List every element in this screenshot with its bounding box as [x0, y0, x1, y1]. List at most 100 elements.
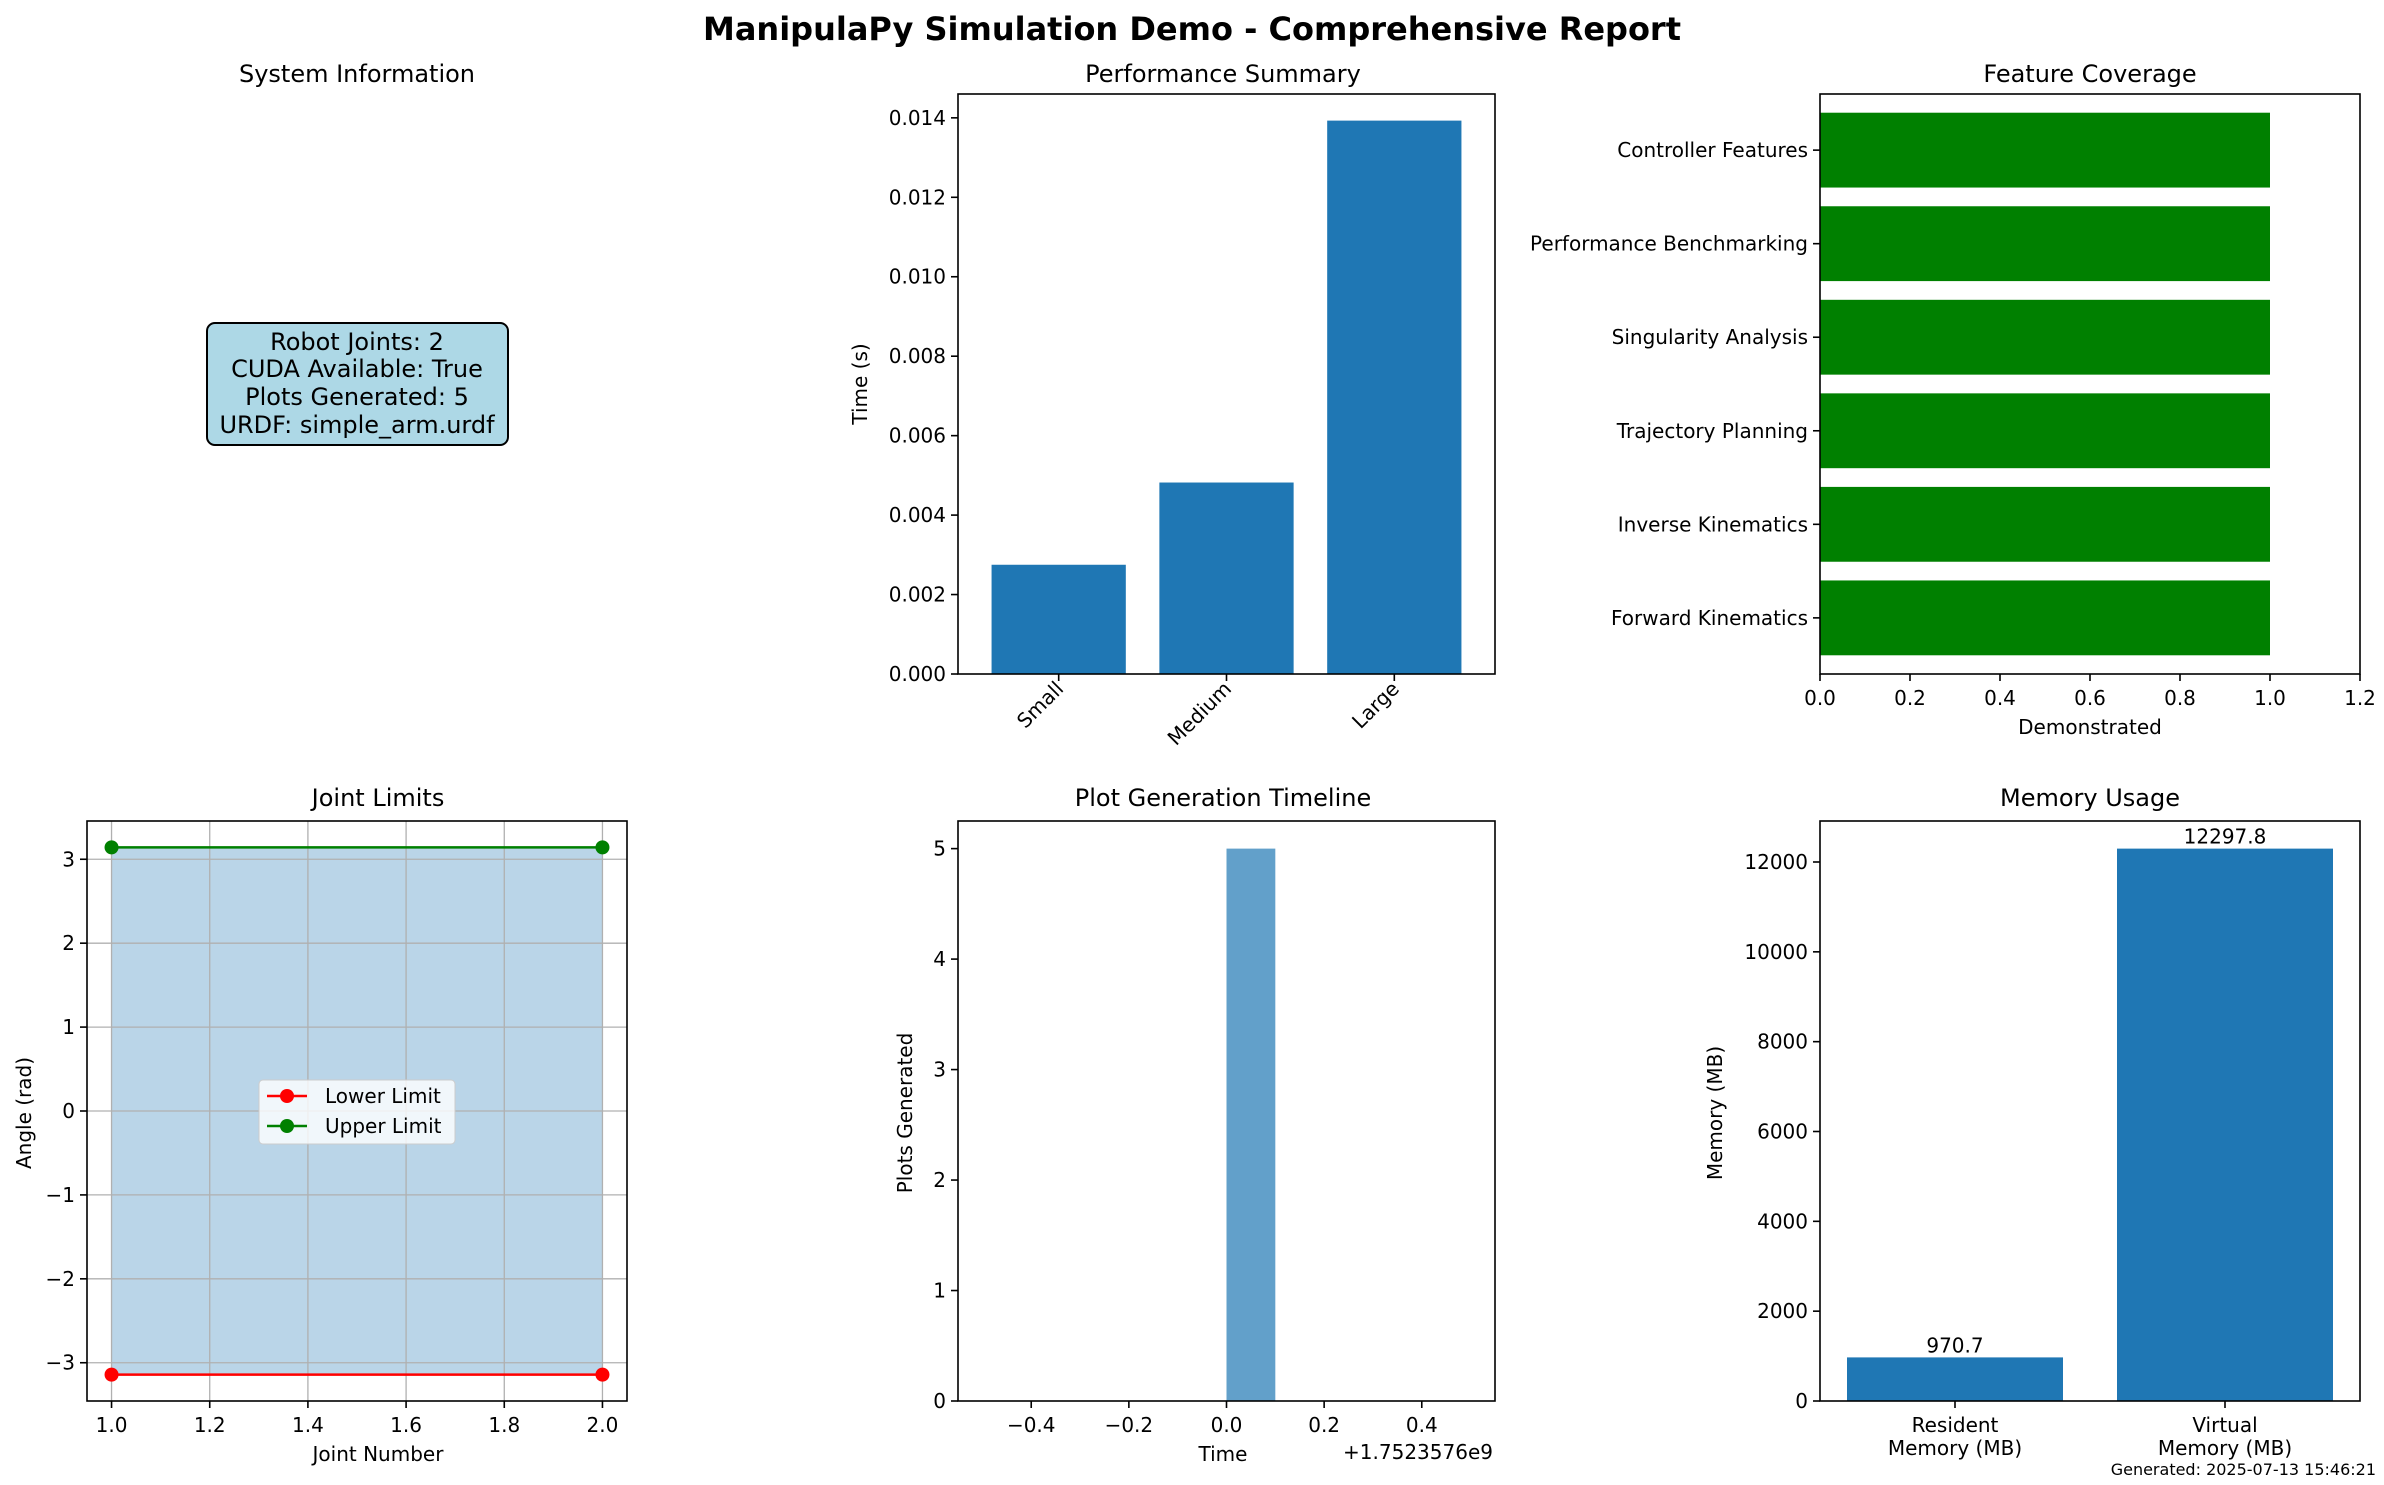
y-tick-label: 0	[62, 1099, 75, 1123]
timeline-x-label: Time	[1198, 1442, 1248, 1466]
point-upper-limit	[104, 840, 119, 855]
y-tick-label: 2	[933, 1168, 946, 1192]
y-tick-label: 0.004	[889, 503, 946, 527]
value-label-virtual: 12297.8	[2184, 825, 2267, 849]
bar-singularity-analysis	[1820, 299, 2270, 375]
point-upper-limit	[595, 840, 610, 855]
bar-inverse-kinematics	[1820, 486, 2270, 562]
y-tick-label: 0.010	[889, 265, 946, 289]
system-info-box	[206, 322, 509, 446]
x-tick-label: 1.0	[2254, 686, 2286, 710]
legend-box	[258, 1079, 456, 1145]
system-info-line-plots: Plots Generated: 5	[245, 383, 469, 411]
y-tick-label: 0.014	[889, 106, 946, 130]
y-tick-label: 0.000	[889, 662, 946, 686]
timeline-y-label: Plots Generated	[893, 1033, 917, 1194]
x-tick-label: 0.8	[2164, 686, 2196, 710]
y-tick-label: 0.002	[889, 583, 946, 607]
y-tick-label: −2	[46, 1267, 75, 1291]
joint-limits-x-ticks: 1.0 1.2 1.4 1.6 1.8 2.0	[96, 1401, 619, 1437]
x-tick-label-resident: Resident	[1912, 1413, 1999, 1437]
x-tick-label: −0.2	[1105, 1413, 1154, 1437]
bar-virtual	[2117, 848, 2333, 1401]
timeline-y-ticks: 0 1 2 3 4 5	[933, 837, 958, 1413]
memory-bars: 970.7 12297.8	[1847, 825, 2333, 1401]
panel-memory-usage: Memory Usage Memory (MB) 970.7 12297.8 0 2…	[1703, 784, 2361, 1460]
value-label-resident: 970.7	[1926, 1333, 1983, 1357]
figure-title: ManipulaPy Simulation Demo - Comprehensi…	[703, 10, 1681, 48]
y-tick-label-singularity-analysis: Singularity Analysis	[1612, 325, 1808, 349]
panel-performance-summary: Performance Summary Time (s) 0.0000.0020…	[848, 60, 1496, 750]
feature-coverage-title: Feature Coverage	[1983, 60, 2196, 88]
y-tick-label: 2	[62, 931, 75, 955]
timeline-axes-frame	[957, 820, 1496, 1402]
bar-performance-benchmarking	[1820, 206, 2270, 282]
feature-coverage-x-label: Demonstrated	[2018, 715, 2162, 739]
timeline-title: Plot Generation Timeline	[1075, 784, 1371, 812]
memory-axes-frame	[1819, 820, 2361, 1402]
x-tick-label: 0.2	[1308, 1413, 1340, 1437]
x-tick-label: 1.8	[488, 1413, 520, 1437]
panel-plot-timeline: Plot Generation Timeline Time +1.7523576…	[893, 784, 1496, 1466]
y-tick-label: 0	[933, 1389, 946, 1413]
bar-small	[991, 564, 1126, 674]
point-lower-limit	[104, 1367, 119, 1382]
y-tick-label: 6000	[1757, 1119, 1808, 1143]
y-tick-label: 4	[933, 947, 946, 971]
legend-lower-label: Lower Limit	[325, 1084, 441, 1108]
x-tick-label: 0.0	[1804, 686, 1836, 710]
bar-large	[1327, 120, 1462, 674]
y-tick-label-performance-benchmarking: Performance Benchmarking	[1530, 232, 1808, 256]
joint-limits-x-label: Joint Number	[311, 1442, 445, 1466]
joint-limits-title: Joint Limits	[310, 784, 445, 812]
x-tick-label: 0.0	[1211, 1413, 1243, 1437]
memory-y-label: Memory (MB)	[1703, 1046, 1727, 1180]
joint-limits-legend: Lower Limit Upper Limit	[258, 1079, 456, 1145]
y-tick-label-forward-kinematics: Forward Kinematics	[1611, 606, 1808, 630]
x-tick-label-resident-unit: Memory (MB)	[1888, 1436, 2022, 1460]
memory-title: Memory Usage	[2000, 784, 2180, 812]
system-info-line-urdf: URDF: simple_arm.urdf	[219, 411, 495, 439]
y-tick-label-trajectory-planning: Trajectory Planning	[1616, 419, 1808, 443]
legend-upper-marker	[280, 1119, 294, 1133]
generated-timestamp: Generated: 2025-07-13 15:46:21	[2111, 1460, 2376, 1479]
joint-limits-axes-frame	[86, 820, 628, 1402]
y-tick-label: 0.012	[889, 185, 946, 209]
x-tick-label: 1.4	[292, 1413, 324, 1437]
x-tick-label-virtual-unit: Memory (MB)	[2158, 1436, 2292, 1460]
y-tick-label: 4000	[1757, 1209, 1808, 1233]
x-tick-label: 1.6	[390, 1413, 422, 1437]
bar-trajectory-planning	[1820, 393, 2270, 469]
performance-bars	[991, 120, 1462, 674]
feature-coverage-x-ticks: 0.0 0.2 0.4 0.6 0.8 1.0 1.2	[1804, 674, 2376, 710]
system-info-line-cuda: CUDA Available: True	[231, 355, 483, 383]
x-tick-label-virtual: Virtual	[2192, 1413, 2257, 1437]
x-tick-label: 2.0	[587, 1413, 619, 1437]
performance-y-ticks: 0.000 0.002 0.004 0.006 0.008 0.010 0.012 0.014	[889, 106, 958, 686]
joint-limits-y-ticks: −3 −2 −1 0 1 2 3	[46, 847, 87, 1375]
panel-system-information: System Information Robot Joints: 2 CUDA …	[206, 60, 509, 446]
y-tick-label: 0.008	[889, 344, 946, 368]
y-tick-label-controller-features: Controller Features	[1617, 138, 1808, 162]
x-tick-label: 0.2	[1894, 686, 1926, 710]
y-tick-label: 10000	[1744, 940, 1808, 964]
y-tick-label-inverse-kinematics: Inverse Kinematics	[1618, 512, 1808, 536]
y-tick-label: 12000	[1744, 850, 1808, 874]
y-tick-label: 3	[62, 847, 75, 871]
feature-coverage-bars	[1820, 112, 2270, 656]
joint-limits-series	[104, 840, 610, 1382]
joint-limits-y-label: Angle (rad)	[12, 1057, 36, 1169]
bar-medium	[1159, 482, 1294, 674]
y-tick-label: −3	[46, 1351, 75, 1375]
feature-coverage-y-ticks: Forward Kinematics Inverse Kinematics Traj…	[1530, 138, 1820, 630]
performance-axes-frame	[957, 93, 1496, 675]
x-tick-label: 0.4	[1984, 686, 2016, 710]
timeline-x-ticks: −0.4 −0.2 0.0 0.2 0.4	[1007, 1401, 1438, 1437]
legend-lower-marker	[280, 1089, 294, 1103]
x-tick-label: −0.4	[1007, 1413, 1056, 1437]
performance-y-label: Time (s)	[848, 343, 872, 425]
bar-controller-features	[1820, 112, 2270, 188]
x-tick-label: 0.4	[1406, 1413, 1438, 1437]
